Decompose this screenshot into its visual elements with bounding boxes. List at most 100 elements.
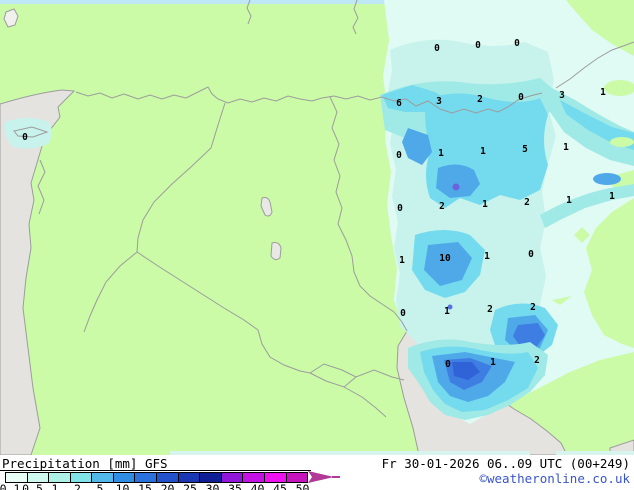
map-canvas: 00 0 06 3 2 0 3 10 1 1 5 10 2 1 2 1 11 10 1 00 1 2 20 1 2 bbox=[0, 0, 634, 455]
border-kuwait bbox=[343, 386, 387, 418]
precip-value: 1 bbox=[566, 195, 572, 206]
precip-value: 1 bbox=[480, 146, 486, 157]
scale-cell bbox=[157, 473, 179, 482]
precip-value: 2 bbox=[477, 94, 483, 105]
scale-cell bbox=[221, 473, 244, 482]
scale-cell bbox=[113, 473, 136, 482]
forecast-datetime: Fr 30-01-2026 06..09 UTC (00+249) bbox=[381, 456, 630, 471]
border-syria-iraq bbox=[136, 102, 226, 253]
precip-l5-right-lens bbox=[593, 173, 621, 185]
green-islands bbox=[552, 80, 634, 305]
precip-value: 3 bbox=[559, 90, 565, 101]
lake-tharthar bbox=[260, 197, 273, 217]
precipitation-layers bbox=[4, 0, 634, 455]
precip-value-labels: 00 0 06 3 2 0 3 10 1 1 5 10 2 1 2 1 11 10 1 00 1 2 20 1 2 bbox=[22, 38, 615, 370]
scale-label: 0.5 bbox=[22, 482, 43, 490]
precip-value: 0 bbox=[514, 38, 520, 49]
color-scale-labels: 0.1 0.5 1 2 5 10 15 20 25 30 35 40 45 50 bbox=[0, 482, 340, 490]
scale-label: 20 bbox=[160, 482, 175, 490]
precip-value: 2 bbox=[524, 197, 530, 208]
precip-value: 1 bbox=[444, 306, 450, 317]
precip-value: 2 bbox=[439, 201, 445, 212]
border-iraq-saudi bbox=[136, 251, 405, 381]
border-caucasus-a bbox=[246, 0, 252, 25]
scale-label: 35 bbox=[228, 482, 242, 490]
black-sea-strip bbox=[0, 0, 420, 4]
precip-value: 0 bbox=[434, 43, 440, 54]
color-scale bbox=[5, 472, 308, 483]
border-jordan-saudi bbox=[83, 251, 138, 333]
scale-label: 5 bbox=[96, 482, 104, 490]
precip-value: 0 bbox=[518, 92, 524, 103]
scale-cell bbox=[286, 473, 308, 482]
legend-rule bbox=[0, 470, 311, 471]
precip-value: 0 bbox=[396, 150, 402, 161]
scale-cell bbox=[135, 473, 158, 482]
precip-value: 1 bbox=[484, 251, 490, 262]
scale-cell bbox=[200, 473, 222, 482]
scale-cell bbox=[264, 473, 287, 482]
precip-value: 2 bbox=[530, 302, 536, 313]
scale-overflow-arrow bbox=[308, 471, 340, 483]
precip-l7-bottom bbox=[452, 362, 480, 380]
border-iran-turkmenistan bbox=[555, 41, 634, 89]
scale-cell bbox=[243, 473, 265, 482]
precip-violet-spot-b bbox=[447, 304, 453, 310]
scale-label: 50 bbox=[295, 482, 310, 490]
precip-value: 6 bbox=[396, 98, 402, 109]
precip-value: 2 bbox=[534, 355, 540, 366]
precip-l6-southeast bbox=[513, 323, 545, 348]
scale-label: 2 bbox=[74, 482, 81, 490]
precip-l3-right-band bbox=[540, 184, 634, 228]
scale-label: 0.1 bbox=[0, 482, 21, 490]
precip-value: 1 bbox=[600, 87, 606, 98]
border-neutral-zone bbox=[309, 372, 357, 388]
scale-label: 10 bbox=[115, 482, 130, 490]
precip-value: 0 bbox=[400, 308, 406, 319]
precip-l1-cyprus bbox=[4, 118, 52, 149]
scale-cell bbox=[27, 473, 50, 482]
country-borders bbox=[13, 0, 634, 418]
precip-value: 2 bbox=[487, 304, 493, 315]
precip-value: 1 bbox=[482, 199, 488, 210]
mediterranean-sea bbox=[0, 89, 76, 455]
scale-label: 45 bbox=[273, 482, 287, 490]
precip-value: 0 bbox=[397, 203, 403, 214]
precip-value: 0 bbox=[22, 132, 28, 143]
precip-value: 1 bbox=[609, 191, 615, 202]
scale-cell bbox=[49, 473, 71, 482]
border-turkey-south bbox=[75, 86, 543, 114]
precip-value: 0 bbox=[475, 40, 481, 51]
precip-l5-blob10 bbox=[424, 242, 472, 286]
cyprus-outline bbox=[13, 126, 49, 138]
lake-razzaza bbox=[270, 242, 282, 261]
precip-l4-right-lens bbox=[560, 100, 634, 150]
precip-value: 1 bbox=[399, 255, 405, 266]
scale-cell bbox=[70, 473, 93, 482]
scale-label: 40 bbox=[250, 482, 265, 490]
precipitation-map[interactable]: 0 0 0 0 6 3 2 0 3 1 0 1 1 5 1 0 2 1 2 1 1 1 10 1 0 0 1 2 2 0 1 2 bbox=[0, 0, 634, 455]
precip-l5-west bbox=[402, 128, 432, 165]
border-caucasus-b bbox=[352, 0, 359, 35]
legend: Precipitation [mm] GFS 0.1 0.5 1 2 5 10 15 20 25… bbox=[0, 455, 634, 490]
precip-value: 0 bbox=[528, 249, 534, 260]
scale-cell bbox=[178, 473, 201, 482]
scale-cell bbox=[92, 473, 114, 482]
border-levant bbox=[37, 159, 46, 215]
precip-value: 1 bbox=[563, 142, 569, 153]
precip-value: 1 bbox=[438, 148, 444, 159]
precip-value: 5 bbox=[522, 144, 528, 155]
precip-l5-core-a bbox=[436, 164, 480, 198]
scale-cell bbox=[6, 473, 28, 482]
lake-turkey bbox=[3, 8, 19, 28]
precip-violet-spot-a bbox=[452, 183, 460, 191]
precip-value: 0 bbox=[445, 359, 451, 370]
legend-title: Precipitation [mm] GFS bbox=[2, 456, 168, 471]
scale-label: 15 bbox=[138, 482, 152, 490]
scale-label: 25 bbox=[183, 482, 197, 490]
precip-value: 10 bbox=[439, 253, 451, 264]
copyright-link[interactable]: ©weatheronline.co.uk bbox=[479, 471, 630, 486]
scale-label: 1 bbox=[51, 482, 59, 490]
precip-value: 1 bbox=[490, 357, 496, 368]
